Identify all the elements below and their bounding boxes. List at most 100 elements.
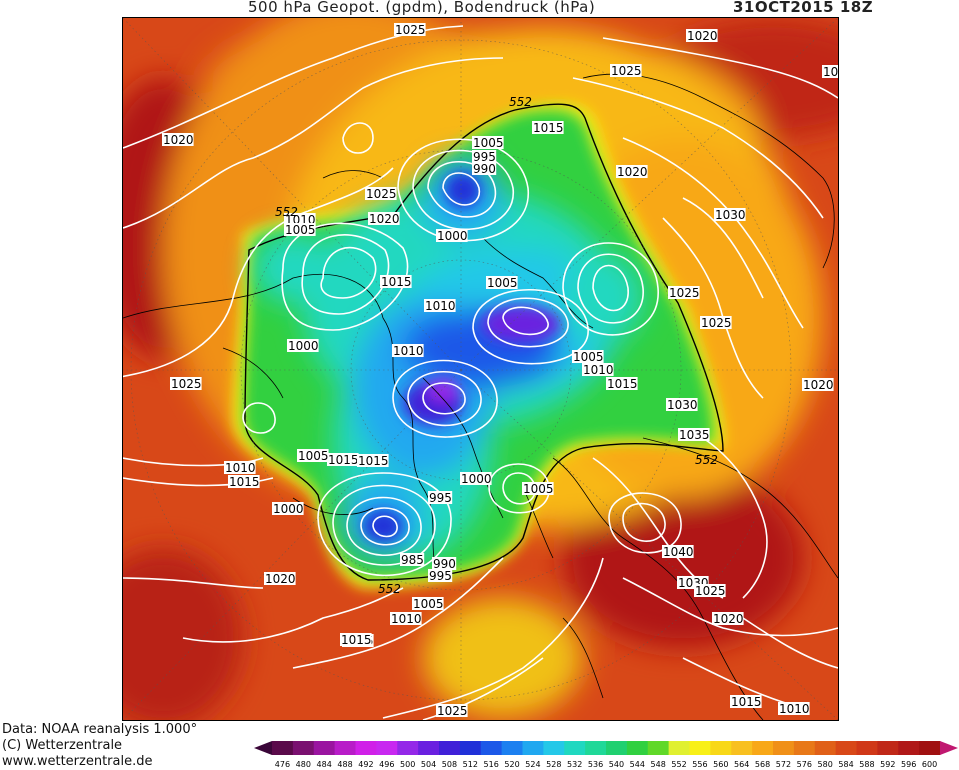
isobar-label: 1000 [272, 502, 304, 516]
isobar-label: 1000 [460, 472, 492, 486]
colorbar-tick-label: 556 [692, 760, 707, 769]
isobar-label: 1005 [412, 597, 444, 611]
isobar-label: 1010 [582, 363, 614, 377]
isobar-label-text: 1000 [437, 229, 468, 243]
colorbar-tick-label: 552 [671, 760, 686, 769]
colorbar-swatch [835, 741, 857, 755]
isobar-label: 995 [428, 491, 453, 505]
contour-552-label: 552 [378, 582, 401, 596]
colorbar-swatch [480, 741, 503, 755]
isobar-label-text: 1015 [607, 377, 638, 391]
colorbar-tick-label: 504 [421, 760, 436, 769]
footer-data-source: Data: NOAA reanalysis 1.000° [2, 722, 198, 737]
colorbar-tick-label: 544 [630, 760, 645, 769]
isobar-label: 1020 [686, 29, 718, 43]
isobar-label-text: 1040 [663, 545, 694, 559]
isobar-label: 1010 [778, 702, 810, 716]
colorbar-tick-label: 488 [337, 760, 352, 769]
colorbar-swatch [668, 741, 690, 755]
isobar-label-text: 1025 [701, 316, 732, 330]
isobar-label-text: 1010 [583, 363, 614, 377]
colorbar-tick-label: 476 [275, 760, 290, 769]
isobar-label: 1000 [287, 339, 319, 353]
isobar-label: 995 [428, 569, 453, 583]
footer-website: www.wetterzentrale.de [2, 754, 153, 769]
isobar-label-text: 990 [473, 162, 496, 176]
isobar-label-text: 1025 [611, 64, 642, 78]
colorbar-swatch [418, 741, 440, 755]
isobar-label: 1025 [668, 286, 700, 300]
isobar-label: 990 [432, 557, 457, 571]
colorbar-tick-label: 520 [504, 760, 519, 769]
isobar-label-text: 1005 [573, 350, 604, 364]
colorbar-swatch [814, 741, 837, 755]
isobar-label-text: 1025 [171, 377, 202, 391]
colorbar-swatch [397, 741, 419, 755]
isobar-label: 1025 [700, 316, 732, 330]
colorbar-tick-label: 560 [713, 760, 728, 769]
isobar-label: 10 [822, 65, 838, 79]
colorbar-tick-label: 584 [838, 760, 853, 769]
colorbar-tick-label: 580 [818, 760, 833, 769]
isobar-label: 1005 [522, 482, 554, 496]
isobar-label: 1020 [368, 212, 400, 226]
colorbar-swatch [877, 741, 899, 755]
colorbar-tick-label: 540 [609, 760, 624, 769]
isobar-label-text: 1000 [273, 502, 304, 516]
isobar-label: 1005 [284, 223, 316, 237]
isobar-label-text: 1025 [695, 584, 726, 598]
isobar-label-text: 1010 [779, 702, 810, 716]
isobar-label: 1025 [394, 23, 426, 37]
isobar-label: 1010 [224, 461, 256, 475]
colorbar-swatch [919, 741, 941, 755]
colorbar-tick-label: 588 [859, 760, 874, 769]
isobar-label-text: 1025 [437, 704, 468, 718]
colorbar-tick-label: 524 [525, 760, 540, 769]
isobar-label-text: 1015 [341, 633, 372, 647]
colorbar-tick-label: 592 [880, 760, 895, 769]
colorbar-tick-label: 572 [776, 760, 791, 769]
isobar-label-text: 1015 [533, 121, 564, 135]
isobar-label: 1015 [228, 475, 260, 489]
isobar-label: 1025 [610, 64, 642, 78]
colorbar-swatch [292, 741, 315, 755]
isobar-label-text: 1005 [523, 482, 554, 496]
isobar-label-text: 1010 [225, 461, 256, 475]
isobar-label-text: 1015 [229, 475, 260, 489]
isobar-label: 1005 [486, 276, 518, 290]
isobar-label: 1025 [694, 584, 726, 598]
map-frame: 1025 1020 1025 1020 1015 1005 995 990 1025 1020 10… [122, 17, 839, 721]
colorbar-swatch [689, 741, 711, 755]
colorbar-swatch [313, 741, 336, 755]
colorbar-swatch [439, 741, 461, 755]
colorbar-tick-label: 532 [567, 760, 582, 769]
colorbar-swatch [710, 741, 732, 755]
isobar-label: 1015 [606, 377, 638, 391]
isobar-label: 1010 [392, 344, 424, 358]
colorbar-swatch [731, 741, 753, 755]
isobar-label-text: 1020 [163, 133, 194, 147]
colorbar-tick-label: 600 [922, 760, 937, 769]
isobar-label: 1015 [357, 454, 389, 468]
contour-552-label: 552 [275, 205, 298, 219]
isobar-label: 1035 [678, 428, 710, 442]
header: 500 hPa Geopot. (gpdm), Bodendruck (hPa)… [0, 0, 959, 18]
colorbar-arrow-right [940, 741, 958, 755]
isobar-label-text: 985 [401, 553, 424, 567]
colorbar-tick-label: 528 [546, 760, 561, 769]
colorbar-tick-label: 500 [400, 760, 415, 769]
isobar-label-text: 1030 [667, 398, 698, 412]
isobar-label: 1015 [327, 453, 359, 467]
colorbar-swatch [585, 741, 607, 755]
isobar-label-text: 1025 [395, 23, 426, 37]
colorbar-swatch [752, 741, 774, 755]
isobar-label: 1020 [802, 378, 834, 392]
isobar-label-text: 1005 [413, 597, 444, 611]
isobar-label-text: 1010 [391, 612, 422, 626]
footer-credits: Data: NOAA reanalysis 1.000° (C) Wetterz… [2, 722, 197, 770]
isobar-label: 990 [472, 162, 497, 176]
isobar-label: 1015 [340, 633, 372, 647]
isobar-label-text: 1020 [803, 378, 834, 392]
isobar-label: 1010 [390, 612, 422, 626]
colorbar-swatch [773, 741, 795, 755]
